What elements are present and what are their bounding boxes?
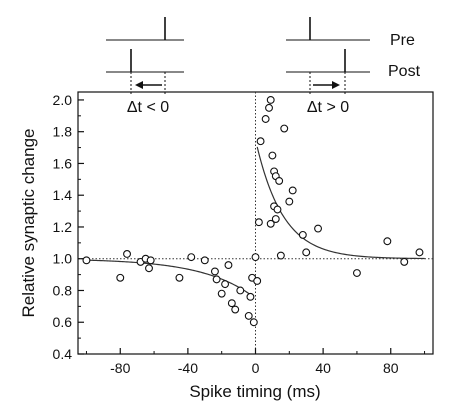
x-tick-label: 80: [383, 360, 399, 376]
y-tick-label: 1.4: [53, 187, 73, 203]
data-point: [352, 269, 361, 277]
y-tick-label: 1.2: [53, 219, 73, 235]
pre-label: Pre: [390, 32, 415, 49]
data-point: [266, 219, 275, 228]
y-tick-label: 2.0: [53, 92, 73, 108]
data-point: [146, 256, 155, 265]
data-point: [302, 248, 311, 257]
y-tick-label: 1.0: [53, 251, 73, 267]
data-point: [314, 224, 322, 233]
data-point: [82, 256, 91, 265]
data-point: [246, 292, 255, 301]
data-point: [256, 137, 265, 146]
dt-negative-label: Δt < 0: [127, 99, 169, 116]
data-point: [276, 251, 285, 260]
data-point: [254, 218, 263, 227]
inset-negative: Δt < 0: [106, 17, 184, 116]
post-label: Post: [388, 63, 421, 80]
y-tick-label: 1.6: [53, 155, 73, 171]
data-point: [265, 103, 273, 112]
data-point: [227, 299, 236, 308]
data-point: [273, 205, 282, 214]
data-point: [210, 267, 219, 276]
data-point: [383, 237, 392, 246]
data-point: [266, 95, 275, 104]
y-axis-title: Relative synaptic change: [19, 128, 38, 317]
data-point: [275, 176, 284, 185]
data-point: [268, 151, 277, 160]
data-point: [271, 215, 280, 223]
data-point: [288, 186, 297, 195]
inset-positive: Δt > 0: [286, 17, 370, 116]
y-tick-label: 1.8: [53, 124, 73, 140]
x-tick-label: -40: [178, 360, 198, 376]
data-point: [145, 264, 153, 273]
data-point: [187, 253, 196, 262]
x-tick-label: -80: [110, 360, 130, 376]
data-point: [123, 250, 131, 258]
data-point: [217, 289, 226, 298]
data-points: [82, 95, 424, 327]
axis-tick-labels: -80 -40 0 40 80 0.4 0.6 0.8 1.0 1.2 1.4 1.6 1.8 2.0: [53, 92, 399, 376]
data-point: [298, 230, 307, 239]
data-point: [212, 275, 221, 284]
data-point: [224, 261, 233, 270]
data-point: [221, 280, 230, 289]
data-point: [231, 305, 240, 314]
data-point: [285, 197, 294, 206]
inset-positive-arrowhead: [332, 81, 340, 89]
data-point: [244, 311, 253, 320]
data-point: [249, 318, 258, 327]
inset-negative-arrowhead: [135, 81, 143, 89]
data-point: [415, 248, 424, 257]
dt-positive-label: Δt > 0: [307, 99, 349, 116]
data-point: [175, 273, 184, 282]
fit-curve-positive: [256, 146, 425, 260]
data-point: [261, 115, 270, 123]
data-point: [116, 273, 125, 282]
data-point: [200, 256, 209, 265]
y-tick-label: 0.8: [53, 282, 73, 298]
y-tick-label: 0.4: [53, 346, 73, 362]
x-axis-title: Spike timing (ms): [189, 382, 320, 401]
data-point: [236, 286, 245, 295]
data-point: [400, 257, 409, 266]
data-point: [280, 124, 289, 133]
axis-ticks: [78, 99, 426, 355]
data-point: [253, 277, 262, 285]
x-tick-label: 40: [315, 360, 331, 376]
data-point: [251, 253, 260, 262]
x-tick-label: 0: [252, 360, 260, 376]
y-tick-label: 0.6: [53, 314, 73, 330]
